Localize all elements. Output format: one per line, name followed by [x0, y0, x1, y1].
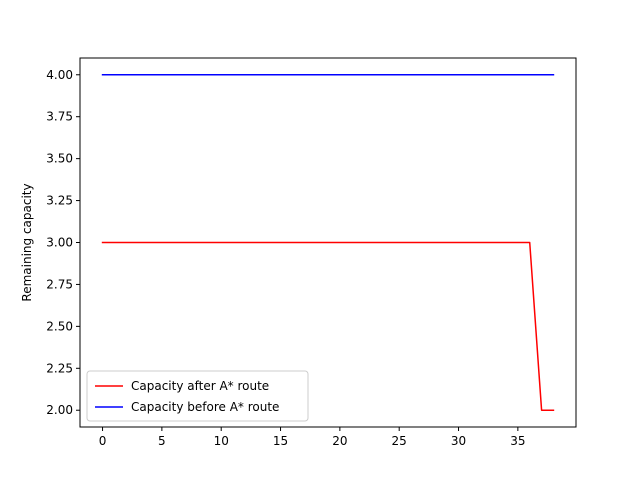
x-axis: 0 5 10 15 20 25 30 35 [99, 427, 525, 448]
y-tick-label: 3.50 [46, 152, 73, 166]
legend-entry-label: Capacity before A* route [131, 400, 279, 414]
x-tick-label: 0 [99, 434, 107, 448]
x-tick-label: 15 [273, 434, 288, 448]
x-tick-label: 30 [451, 434, 466, 448]
y-axis-label: Remaining capacity [20, 183, 34, 301]
x-tick-label: 20 [332, 434, 347, 448]
y-axis: 2.00 2.25 2.50 2.75 3.00 3.25 3.50 3.75 4.00 [46, 68, 80, 417]
x-tick-label: 10 [214, 434, 229, 448]
y-tick-label: 2.25 [46, 361, 73, 375]
y-tick-label: 2.50 [46, 319, 73, 333]
y-tick-label: 2.75 [46, 277, 73, 291]
y-tick-label: 3.00 [46, 236, 73, 250]
y-tick-label: 2.00 [46, 403, 73, 417]
series-line-after [101, 241, 555, 411]
series-layer [101, 74, 555, 411]
legend: Capacity after A* route Capacity before A… [86, 370, 309, 422]
x-tick-label: 25 [392, 434, 407, 448]
x-tick-label: 5 [158, 434, 166, 448]
y-tick-label: 4.00 [46, 68, 73, 82]
legend-box [86, 370, 309, 422]
y-tick-label: 3.25 [46, 194, 73, 208]
y-tick-label: 3.75 [46, 110, 73, 124]
x-tick-label: 35 [510, 434, 525, 448]
legend-entry-label: Capacity after A* route [131, 379, 269, 393]
